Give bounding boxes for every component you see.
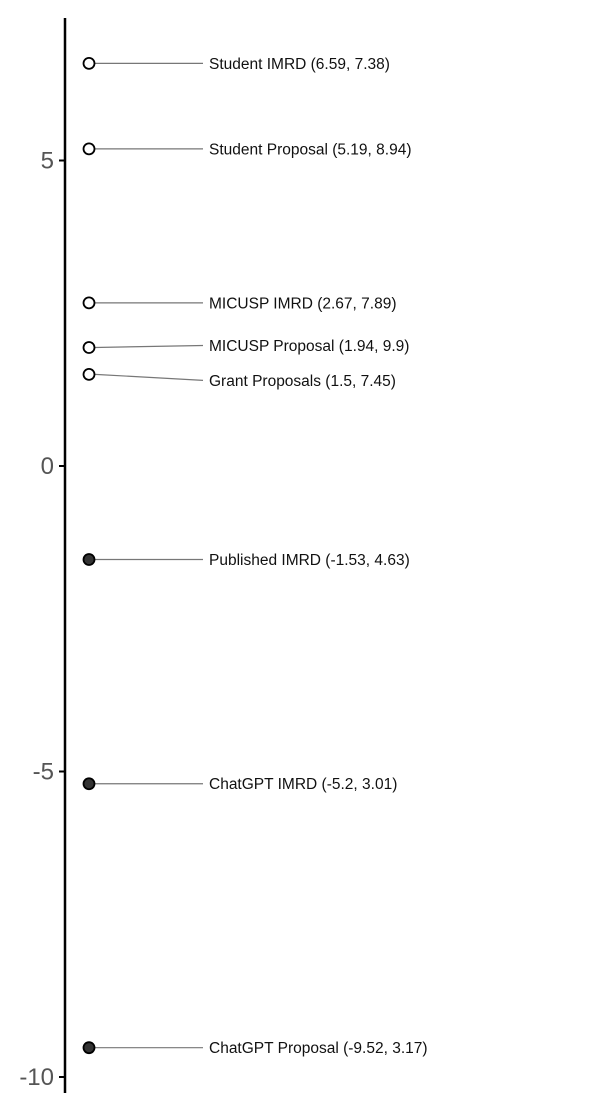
data-label: Student Proposal (5.19, 8.94) — [209, 141, 412, 158]
y-tick-label: -10 — [19, 1064, 54, 1091]
y-axis: 5 0 -5 -10 — [19, 18, 67, 1093]
data-label: ChatGPT Proposal (-9.52, 3.17) — [209, 1040, 428, 1057]
y-tick-label: 0 — [41, 453, 54, 480]
y-tick-label: 5 — [41, 148, 54, 175]
data-point-hollow — [82, 296, 96, 310]
data-label: ChatGPT IMRD (-5.2, 3.01) — [209, 776, 397, 793]
data-point-hollow — [82, 142, 96, 156]
leader-line — [94, 373, 204, 381]
data-point-filled — [82, 777, 96, 791]
plot-area: Student IMRD (6.59, 7.38) Student Proposa… — [82, 56, 428, 1057]
data-point-hollow — [82, 341, 96, 354]
data-point-hollow — [82, 56, 96, 70]
data-label: Grant Proposals (1.5, 7.45) — [209, 373, 396, 390]
y-tick-label: -5 — [33, 759, 54, 786]
data-label: MICUSP IMRD (2.67, 7.89) — [209, 295, 397, 312]
leader-line — [94, 344, 204, 349]
data-label: Student IMRD (6.59, 7.38) — [209, 56, 390, 73]
data-point-filled — [82, 1041, 96, 1055]
data-label: Published IMRD (-1.53, 4.63) — [209, 552, 410, 569]
data-label: MICUSP Proposal (1.94, 9.9) — [209, 338, 409, 355]
data-point-filled — [82, 553, 96, 566]
data-point-hollow — [82, 367, 96, 381]
